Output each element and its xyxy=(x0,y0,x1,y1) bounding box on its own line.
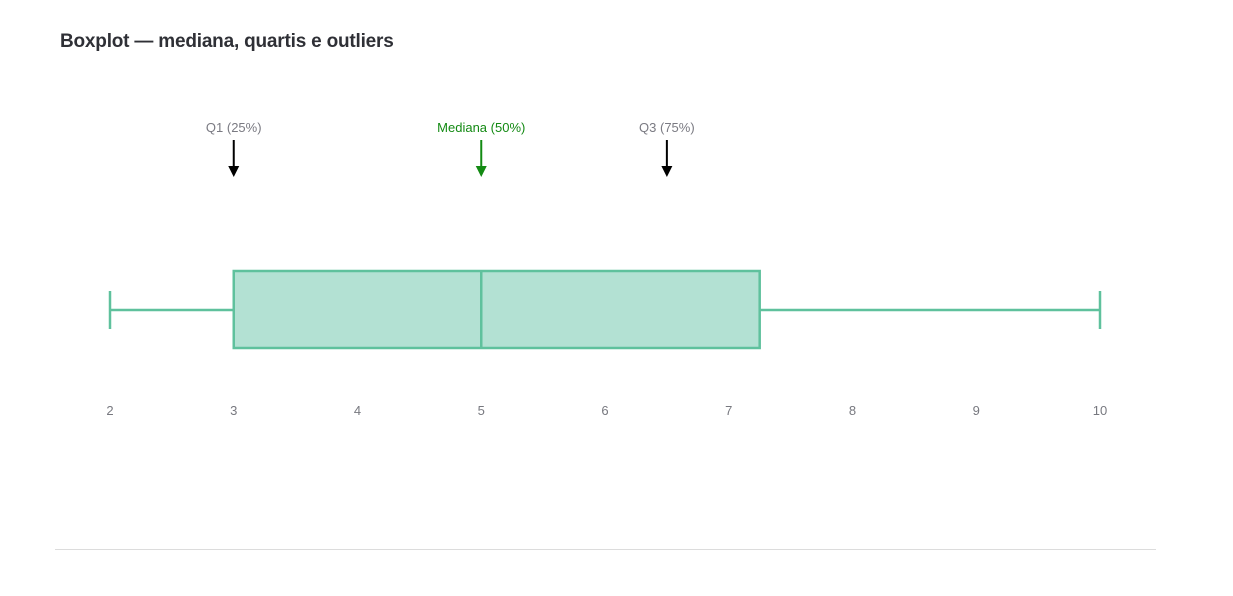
x-tick-label: 8 xyxy=(849,403,856,418)
annotation-arrow-head xyxy=(475,166,487,177)
iqr-box xyxy=(232,269,761,350)
x-tick-label: 6 xyxy=(601,403,608,418)
annotation-label: Mediana (50%) xyxy=(437,120,525,135)
x-tick-label: 10 xyxy=(1093,403,1107,418)
x-axis-ticks: 2 3 4 5 6 7 8 9 10 xyxy=(106,403,1107,418)
annotation-label: Q1 (25%) xyxy=(206,120,262,135)
x-tick-label: 9 xyxy=(973,403,980,418)
annotation-arrow-head xyxy=(228,166,240,177)
x-tick-label: 3 xyxy=(230,403,237,418)
chart-title: Boxplot — mediana, quartis e outliers xyxy=(60,31,394,52)
annotation-arrow-head xyxy=(661,166,673,177)
annotations-layer: Q1 (25%) Mediana (50%) Q3 (75%) xyxy=(206,120,695,177)
x-tick-label: 2 xyxy=(106,403,113,418)
x-tick-label: 4 xyxy=(354,403,361,418)
x-tick-label: 7 xyxy=(725,403,732,418)
x-tick-label: 5 xyxy=(478,403,485,418)
annotation-label: Q3 (75%) xyxy=(639,120,695,135)
box-layer xyxy=(108,269,1102,350)
